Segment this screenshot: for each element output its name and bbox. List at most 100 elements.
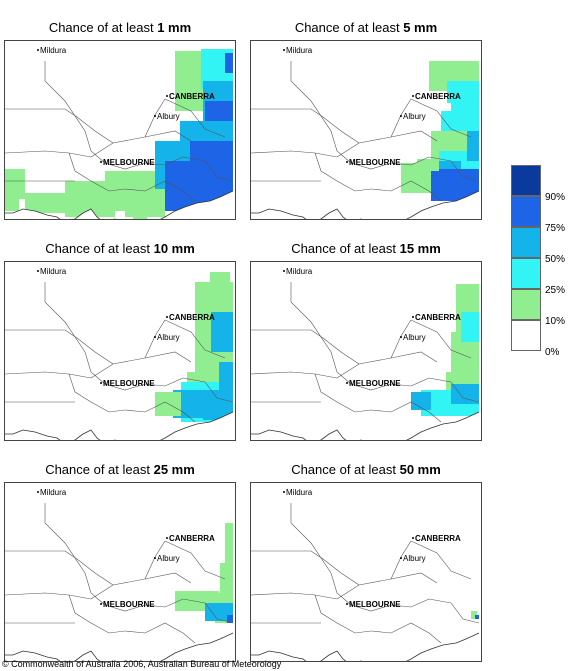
place-label-melbourne: MELBOURNE	[103, 379, 155, 388]
map-5mm: Mildura CANBERRA Albury MELBOURNE	[250, 40, 482, 220]
probability-cell	[133, 217, 147, 219]
district-boundary	[124, 622, 196, 644]
place-marker	[37, 270, 39, 272]
district-boundary	[104, 156, 184, 170]
probability-cell	[190, 141, 233, 191]
probability-cell	[475, 615, 479, 619]
place-marker	[166, 95, 168, 97]
legend-label: 90%	[545, 192, 566, 203]
district-boundary	[5, 371, 92, 379]
map-canvas: Mildura CANBERRA Albury MELBOURNE	[5, 267, 235, 440]
coastline	[5, 632, 234, 661]
legend-label: 0%	[545, 347, 560, 358]
place-marker	[166, 316, 168, 318]
place-marker	[400, 115, 402, 117]
district-boundary	[44, 503, 106, 606]
district-boundary	[290, 503, 352, 606]
map-canvas: Mildura CANBERRA Albury MELBOURNE	[251, 267, 481, 440]
place-label-albury: Albury	[157, 554, 180, 563]
place-marker	[412, 316, 414, 318]
sea-area	[251, 633, 481, 661]
district-boundary	[428, 598, 480, 624]
place-label-albury: Albury	[157, 333, 180, 342]
place-marker	[100, 382, 102, 384]
place-label-mildura: Mildura	[40, 46, 67, 55]
district-boundary	[5, 150, 92, 158]
district-boundary	[5, 592, 92, 600]
place-label-mildura: Mildura	[286, 488, 313, 497]
district-boundary	[428, 156, 480, 182]
map-15mm: Mildura CANBERRA Albury MELBOURNE	[250, 261, 482, 441]
coastline	[251, 632, 480, 661]
map-canvas: Mildura CANBERRA Albury MELBOURNE	[5, 488, 235, 661]
probability-legend: 90% 75% 50% 25% 10% 0%	[511, 165, 570, 365]
district-boundary	[5, 550, 114, 586]
place-label-melbourne: MELBOURNE	[103, 600, 155, 609]
map-10mm: Mildura CANBERRA Albury MELBOURNE	[4, 261, 236, 441]
panel-title: Chance of at least 25 mm	[45, 462, 195, 477]
district-boundary	[410, 319, 472, 359]
district-boundary	[410, 98, 472, 138]
legend-swatch-25	[511, 258, 541, 289]
legend-swatch-90	[511, 165, 541, 196]
place-marker	[400, 557, 402, 559]
panel-title: Chance of at least 50 mm	[291, 462, 441, 477]
probability-cell	[467, 131, 479, 161]
panel-title: Chance of at least 15 mm	[291, 241, 441, 256]
district-boundary	[164, 98, 226, 138]
district-boundary	[290, 282, 352, 385]
place-marker	[412, 95, 414, 97]
district-boundary	[124, 401, 196, 423]
district-boundary	[251, 371, 338, 379]
legend-label: 75%	[545, 223, 566, 234]
place-marker	[37, 49, 39, 51]
place-label-melbourne: MELBOURNE	[349, 379, 401, 388]
place-marker	[154, 557, 156, 559]
district-boundary	[314, 373, 372, 413]
probability-cell	[210, 272, 230, 292]
place-label-mildura: Mildura	[40, 488, 67, 497]
probability-cell	[175, 51, 203, 111]
district-boundary	[44, 61, 106, 164]
panel-title: Chance of at least 1 mm	[48, 20, 192, 35]
probability-cell	[417, 159, 439, 171]
place-label-canberra: CANBERRA	[169, 92, 215, 101]
district-boundary	[336, 130, 438, 158]
place-marker	[154, 336, 156, 338]
district-boundary	[164, 540, 226, 580]
coastline	[5, 411, 234, 440]
district-boundary	[182, 156, 234, 182]
place-label-mildura: Mildura	[286, 46, 313, 55]
legend-label: 25%	[545, 285, 566, 296]
place-marker	[346, 382, 348, 384]
district-boundary	[410, 540, 472, 580]
place-label-canberra: CANBERRA	[415, 534, 461, 543]
district-boundary	[370, 180, 442, 202]
legend-swatch-50	[511, 227, 541, 258]
coastline	[251, 190, 480, 219]
probability-cell	[225, 523, 233, 563]
district-boundary	[68, 152, 126, 192]
probability-cell	[227, 615, 233, 623]
district-boundary	[251, 550, 360, 586]
probability-cell	[461, 312, 479, 342]
district-boundary	[336, 351, 438, 379]
district-boundary	[251, 329, 360, 365]
map-canvas: Mildura CANBERRA Albury MELBOURNE	[251, 488, 481, 661]
district-boundary	[5, 108, 114, 144]
place-marker	[100, 161, 102, 163]
legend-label: 10%	[545, 316, 566, 327]
district-boundary	[164, 319, 226, 359]
place-label-albury: Albury	[157, 112, 180, 121]
probability-cell	[205, 603, 233, 621]
map-canvas: Mildura CANBERRA Albury MELBOURNE	[251, 46, 481, 219]
sea-area	[251, 191, 481, 219]
place-label-melbourne: MELBOURNE	[349, 600, 401, 609]
place-label-mildura: Mildura	[40, 267, 67, 276]
district-boundary	[68, 373, 126, 413]
place-marker	[283, 270, 285, 272]
district-boundary	[350, 377, 430, 391]
map-1mm: Mildura CANBERRA Albury MELBOURNE	[4, 40, 236, 220]
district-boundary	[370, 401, 442, 423]
sea-area	[5, 191, 235, 219]
